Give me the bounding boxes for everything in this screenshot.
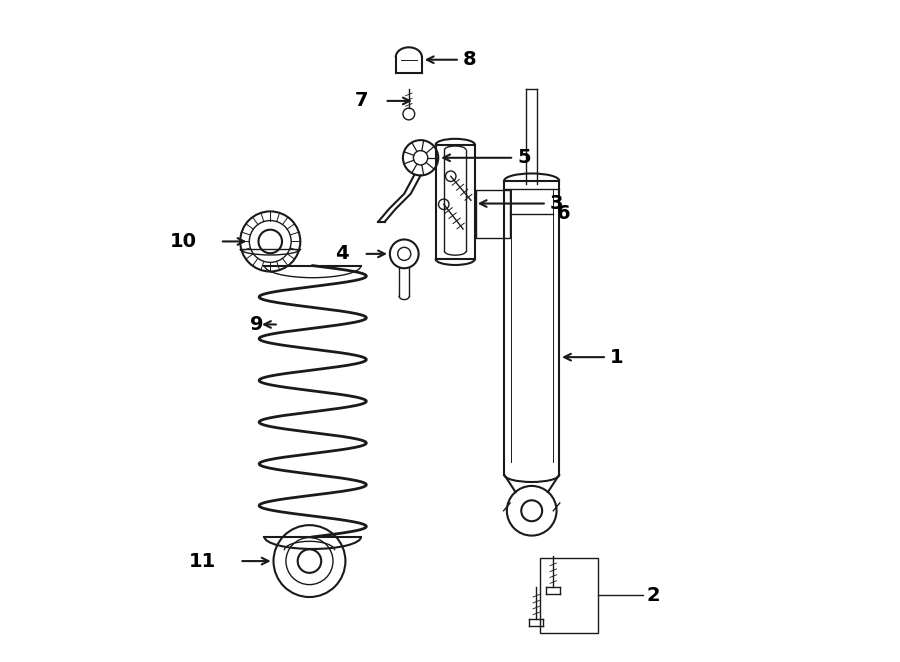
Text: 5: 5 [518,148,531,167]
Text: 1: 1 [610,348,624,367]
Text: 11: 11 [189,551,216,571]
Text: 10: 10 [169,232,196,251]
Bar [540,558,598,633]
Text: 8: 8 [464,50,477,70]
Bar [476,191,510,238]
Text: 3: 3 [550,194,563,213]
Text: 9: 9 [250,315,264,334]
Text: 2: 2 [646,586,660,605]
Text: 4: 4 [335,244,348,263]
Text: 7: 7 [355,91,368,111]
Text: 6: 6 [556,205,571,224]
